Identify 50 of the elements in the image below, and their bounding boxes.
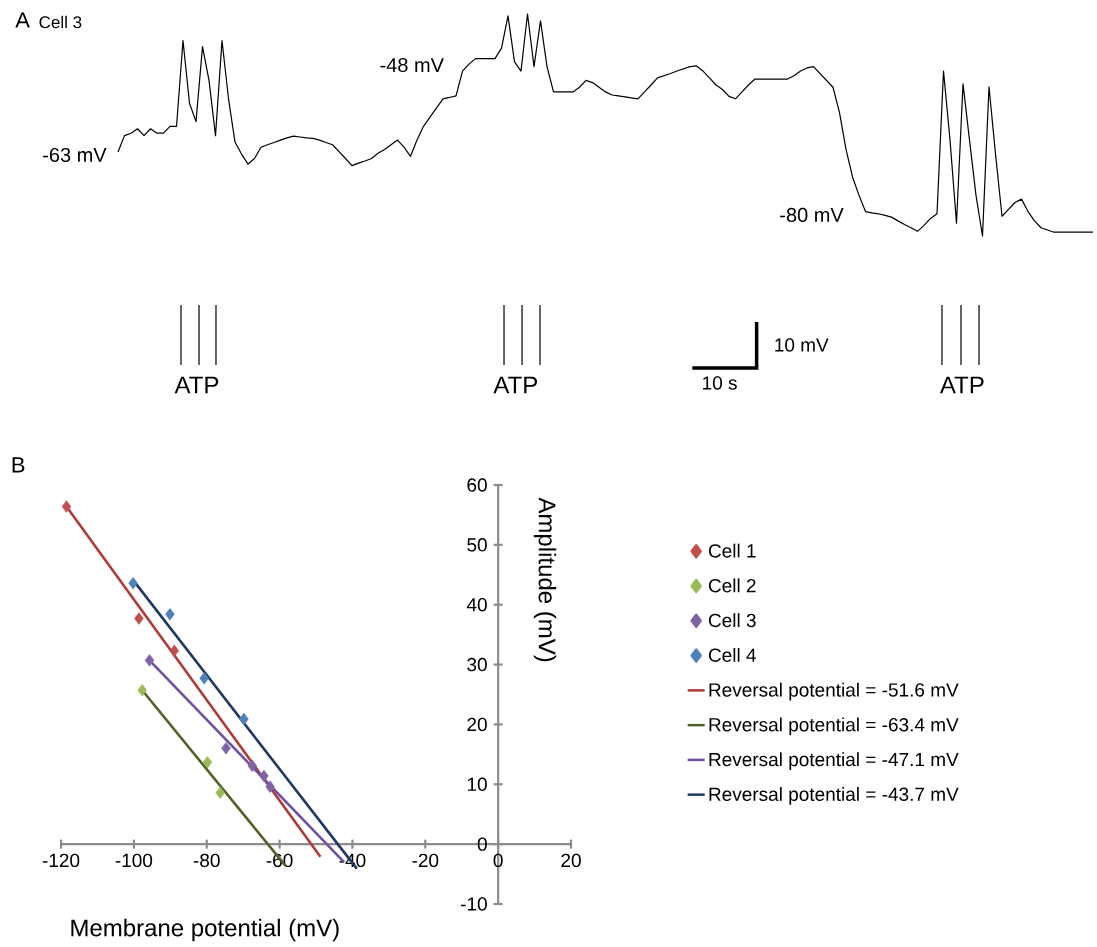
- y-tick-label: 50: [467, 538, 487, 552]
- point: [144, 654, 155, 667]
- point: [137, 684, 147, 697]
- point: [215, 786, 225, 799]
- point: [247, 759, 257, 772]
- legend-label: Reversal potential = -63.4 mV: [709, 717, 959, 736]
- text: ATP: [174, 376, 219, 394]
- chart-title: Cell 3: [39, 15, 82, 29]
- x-tick-label: 0: [493, 853, 503, 868]
- legend-label: Reversal potential = -47.1 mV: [709, 752, 959, 770]
- y-tick-label: 20: [467, 717, 487, 732]
- text: ATP: [939, 376, 984, 394]
- point: [259, 769, 269, 783]
- x-tick-label: -100: [115, 853, 153, 868]
- text: -63 mV: [43, 147, 107, 163]
- point: [165, 608, 175, 621]
- point: [61, 500, 72, 513]
- x-tick-label: -20: [412, 853, 439, 868]
- text: 10 mV: [775, 338, 829, 352]
- annotation: -80 mV: [780, 207, 844, 222]
- legend-label: Cell 3: [708, 613, 756, 628]
- text: A: [15, 12, 30, 28]
- point: [265, 780, 275, 793]
- legend-label: Cell 2: [708, 578, 756, 593]
- x-tick-label: 20: [561, 853, 581, 868]
- point: [202, 755, 213, 769]
- annotation: -48 mV: [380, 57, 444, 73]
- x-tick-label: -120: [42, 853, 80, 868]
- y-tick-label: 0: [477, 837, 487, 851]
- legend-label: Reversal potential = -51.6 mV: [709, 682, 959, 701]
- point: [199, 672, 209, 685]
- y-tick-label: 40: [466, 597, 487, 612]
- y-axis-title: Amplitude (mV): [533, 497, 557, 662]
- point: [134, 612, 144, 625]
- y-tick-label: 10: [467, 777, 487, 791]
- x-axis-title: Membrane potential (mV): [71, 918, 339, 942]
- text: ATP: [493, 376, 537, 394]
- y-tick-label: -10: [461, 897, 487, 911]
- point: [221, 742, 231, 755]
- point: [239, 712, 249, 726]
- point: [128, 576, 138, 590]
- text: 10 s: [703, 376, 737, 390]
- y-tick-label: 30: [467, 657, 487, 672]
- legend-label: Reversal potential = -43.7 mV: [709, 787, 959, 805]
- y-tick-label: 60: [467, 478, 487, 492]
- text: B: [12, 457, 25, 473]
- x-tick-label: -80: [193, 853, 220, 868]
- legend-label: Cell 4: [708, 647, 756, 662]
- legend-label: Cell 1: [708, 543, 756, 558]
- point: [169, 644, 179, 657]
